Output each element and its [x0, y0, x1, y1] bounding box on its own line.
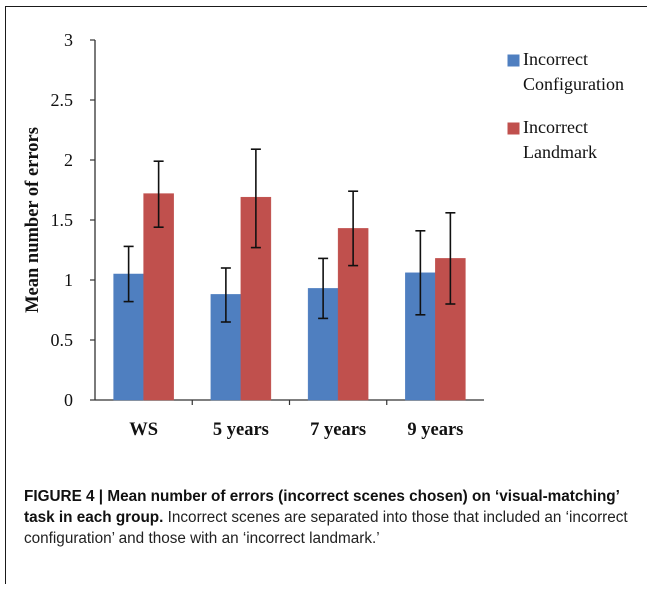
figure-caption: FIGURE 4 | Mean number of errors (incorr…	[24, 486, 639, 549]
y-tick-label: 0	[64, 390, 73, 410]
y-tick-label: 2	[64, 150, 73, 170]
y-tick-label: 0.5	[51, 330, 74, 350]
x-tick-label: 9 years	[407, 420, 463, 440]
x-tick-label: WS	[129, 420, 158, 440]
legend-swatch	[507, 122, 520, 135]
bar-chart: 0 0.5 1 1.5 2 2.5 3 Mean number of errors WS 5 ye…	[23, 30, 624, 440]
y-tick-label: 1	[64, 270, 73, 290]
caption-label: FIGURE 4 | Mean number of errors (incorr…	[24, 488, 620, 526]
legend-label: Incorrect	[523, 117, 588, 137]
y-tick-label: 1.5	[51, 210, 74, 230]
x-tick-label: 5 years	[213, 420, 269, 440]
x-tick-label: 7 years	[310, 420, 366, 440]
legend-swatch	[507, 54, 520, 67]
caption-text: Incorrect scenes are separated into thos…	[24, 509, 628, 547]
y-tick-label: 3	[64, 30, 73, 50]
legend-label: Configuration	[523, 74, 624, 94]
legend-label: Landmark	[523, 142, 597, 162]
y-axis-label: Mean number of errors	[23, 127, 43, 313]
legend-label: Incorrect	[523, 49, 588, 69]
y-tick-label: 2.5	[51, 90, 74, 110]
